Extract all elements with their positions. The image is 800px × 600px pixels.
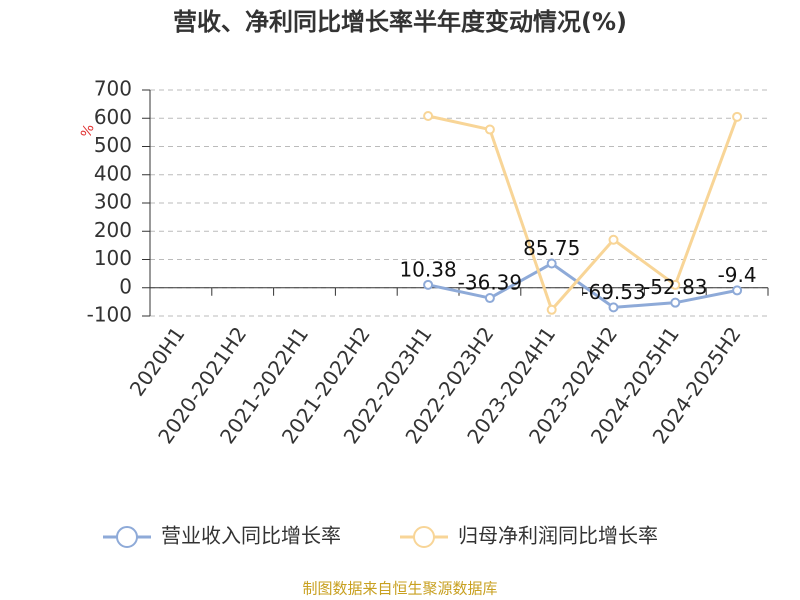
y-tick-label: 600 <box>94 105 132 129</box>
data-point <box>484 293 495 304</box>
data-point <box>732 111 743 122</box>
data-point <box>732 285 743 296</box>
data-point <box>423 110 434 121</box>
series-line <box>427 261 738 309</box>
data-point <box>670 297 681 308</box>
data-label: -36.39 <box>458 271 522 295</box>
data-point <box>423 279 434 290</box>
data-label: -69.53 <box>581 280 645 304</box>
legend-label: 归母净利润同比增长率 <box>458 524 658 548</box>
data-label: -52.83 <box>643 275 707 299</box>
legend-marker <box>116 526 138 548</box>
data-label: -9.4 <box>718 263 757 287</box>
legend-item: 归母净利润同比增长率 <box>400 524 658 548</box>
series-line <box>427 114 739 313</box>
y-tick-label: -100 <box>87 303 132 327</box>
data-point <box>670 279 681 290</box>
data-label: 10.38 <box>399 257 456 281</box>
x-tick-label: 2020H1 <box>125 322 190 400</box>
y-tick-label: 200 <box>94 218 132 242</box>
data-point <box>608 234 619 245</box>
y-tick-label: 100 <box>94 246 132 270</box>
data-point <box>484 124 495 135</box>
legend-item: 营业收入同比增长率 <box>103 524 341 548</box>
data-point <box>546 258 557 269</box>
y-tick-label: 400 <box>94 161 132 185</box>
data-point <box>608 302 619 313</box>
chart-title: 营收、净利同比增长率半年度变动情况(%) <box>173 8 627 36</box>
y-axis-label: % <box>78 122 98 140</box>
y-tick-label: 300 <box>94 190 132 214</box>
y-tick-label: 500 <box>94 133 132 157</box>
y-tick-label: 0 <box>119 274 132 298</box>
data-label: 85.75 <box>523 236 580 260</box>
y-tick-label: 700 <box>94 77 132 101</box>
legend-marker <box>413 526 435 548</box>
source-note: 制图数据来自恒生聚源数据库 <box>302 580 497 598</box>
legend-label: 营业收入同比增长率 <box>161 524 341 548</box>
data-point <box>546 304 557 315</box>
